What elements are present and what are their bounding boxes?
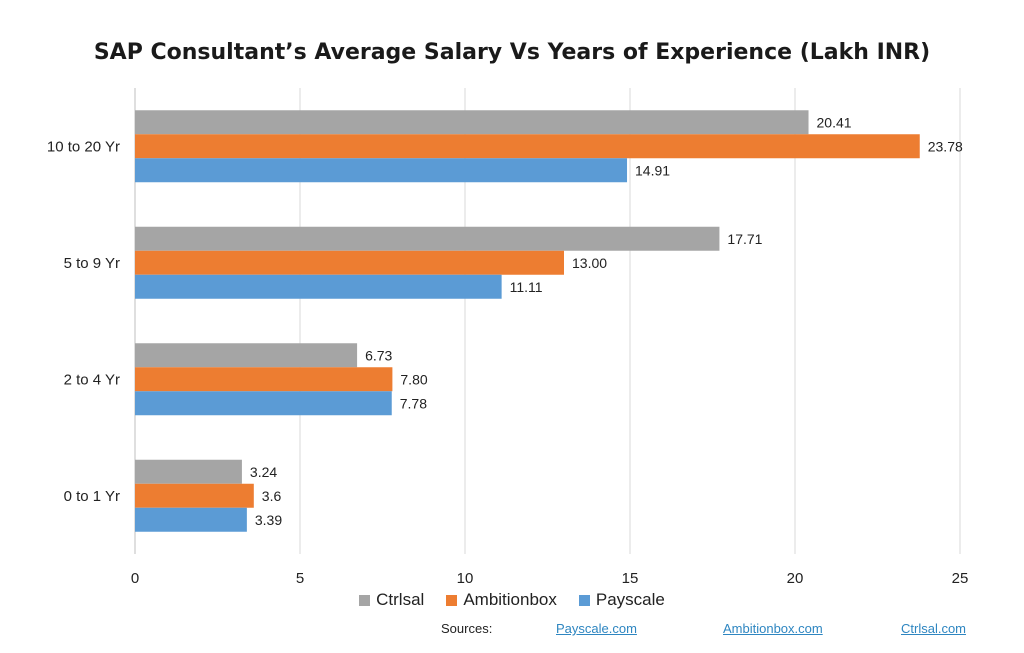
bar-ambitionbox	[135, 367, 393, 392]
legend-swatch-ctrlsal	[359, 594, 371, 606]
legend-item-ambitionbox: Ambitionbox	[446, 590, 557, 610]
bar-payscale	[135, 274, 502, 299]
sources-label: Sources:	[441, 621, 493, 636]
legend-item-ctrlsal: Ctrlsal	[359, 590, 424, 610]
category-label: 2 to 4 Yr	[64, 371, 120, 388]
data-label: 7.78	[400, 395, 427, 411]
x-tick-label: 0	[131, 570, 139, 587]
data-label: 7.80	[400, 371, 427, 387]
chart-title: SAP Consultant’s Average Salary Vs Years…	[93, 40, 931, 65]
data-label: 3.39	[255, 512, 282, 528]
bar-ctrlsal	[135, 459, 242, 484]
bar-ambitionbox	[135, 250, 564, 275]
category-label: 0 to 1 Yr	[64, 488, 120, 505]
bar-ambitionbox	[135, 483, 254, 508]
legend-label-ambitionbox: Ambitionbox	[463, 590, 557, 609]
data-label: 11.11	[510, 279, 543, 295]
category-label: 10 to 20 Yr	[47, 138, 120, 155]
bar-ambitionbox	[135, 134, 920, 159]
data-label: 13.00	[572, 255, 607, 271]
sources-bar: Sources: Payscale.com Ambitionbox.com Ct…	[0, 621, 1024, 641]
bar-ctrlsal	[135, 226, 720, 251]
data-label: 17.71	[727, 231, 762, 247]
data-label: 14.91	[635, 162, 670, 178]
data-label: 3.24	[250, 464, 277, 480]
data-labels: 3.24 3.6 3.39 6.73 7.80 7.78 17.71 13.00 11.11 20…	[250, 114, 963, 528]
data-label: 20.41	[817, 114, 852, 130]
x-tick-label: 10	[457, 570, 474, 587]
legend: Ctrlsal Ambitionbox Payscale	[0, 590, 1024, 610]
legend-swatch-ambitionbox	[446, 594, 458, 606]
category-label: 5 to 9 Yr	[64, 255, 120, 272]
x-tick-label: 15	[622, 570, 639, 587]
data-label: 3.6	[262, 488, 282, 504]
bar-payscale	[135, 391, 392, 416]
x-tick-label: 20	[787, 570, 804, 587]
bar-payscale	[135, 158, 628, 183]
source-link-ambitionbox[interactable]: Ambitionbox.com	[723, 621, 823, 636]
bars	[135, 110, 920, 532]
legend-item-payscale: Payscale	[578, 590, 665, 610]
bar-payscale	[135, 507, 247, 532]
x-tick-label: 5	[296, 570, 304, 587]
bar-ctrlsal	[135, 110, 809, 135]
data-label: 23.78	[928, 138, 963, 154]
bar-ctrlsal	[135, 343, 358, 368]
x-tick-label: 25	[952, 570, 969, 587]
legend-label-ctrlsal: Ctrlsal	[376, 590, 425, 609]
source-link-ctrlsal[interactable]: Ctrlsal.com	[901, 621, 967, 636]
data-label: 6.73	[365, 347, 392, 363]
category-labels: 0 to 1 Yr 2 to 4 Yr 5 to 9 Yr 10 to 20 Yr	[47, 138, 120, 505]
legend-swatch-payscale	[578, 594, 590, 606]
source-link-payscale[interactable]: Payscale.com	[556, 621, 637, 636]
x-tick-labels: 0 5 10 15 20 25	[131, 570, 969, 587]
legend-label-payscale: Payscale	[595, 590, 665, 609]
